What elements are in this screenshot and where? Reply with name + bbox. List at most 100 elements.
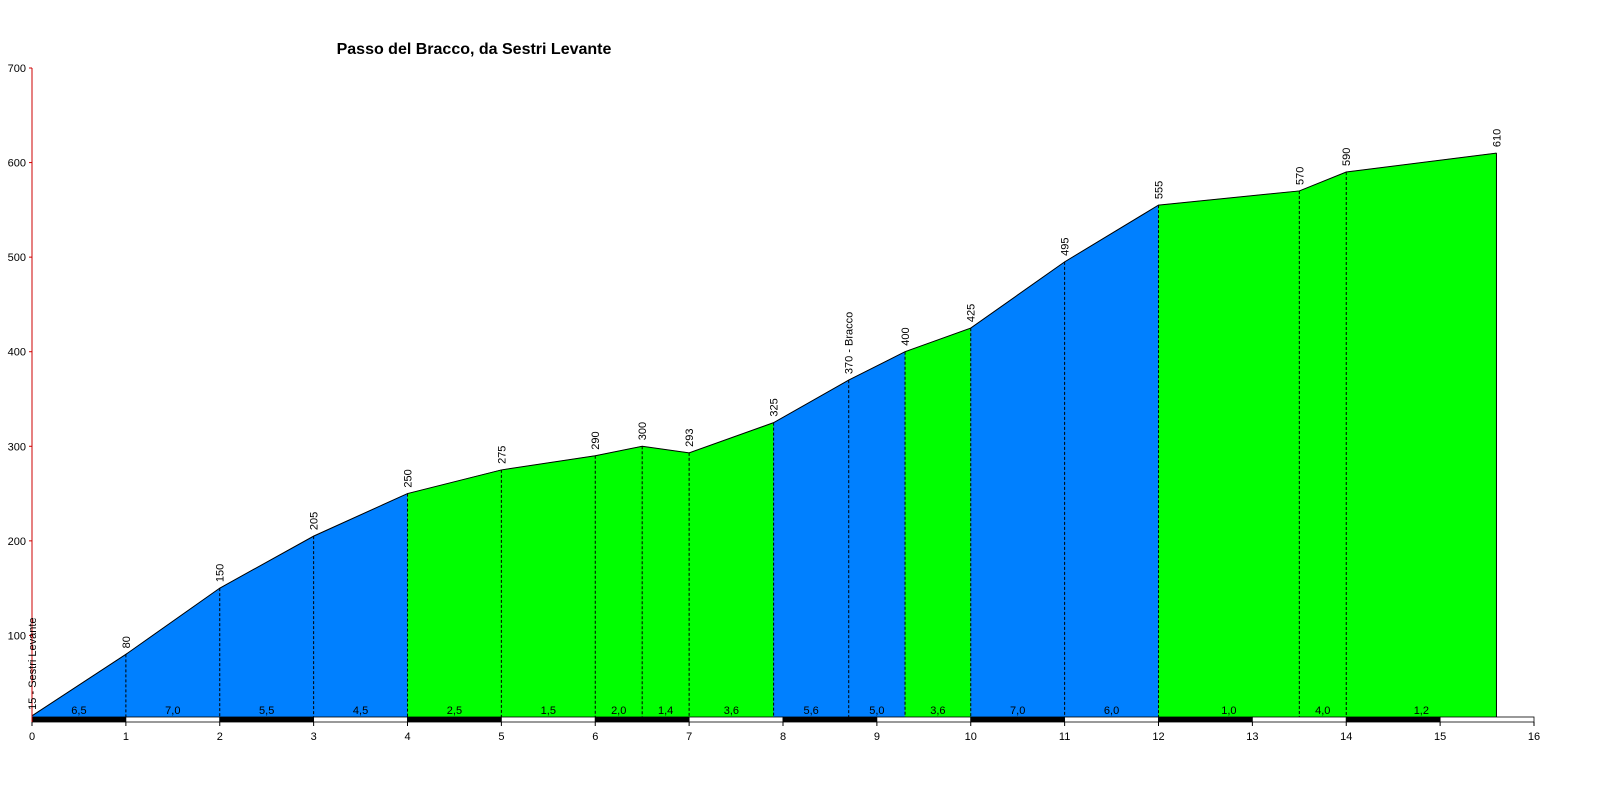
x-tick-label: 1 <box>123 731 129 743</box>
elevation-label: 610 <box>1491 129 1503 147</box>
ruler-block <box>594 716 690 723</box>
elevation-label: 150 <box>215 564 227 582</box>
x-tick-label: 16 <box>1528 731 1540 743</box>
elevation-label: 425 <box>966 304 978 322</box>
profile-area-segment <box>125 587 221 718</box>
profile-line <box>31 152 1497 717</box>
gradient-label: 7,0 <box>1010 705 1025 717</box>
elevation-label: 370 - Bracco <box>844 312 856 374</box>
profile-area-segment <box>641 445 690 718</box>
elevation-label: 325 <box>769 398 781 416</box>
gradient-label: 6,0 <box>1104 705 1119 717</box>
profile-area-segment <box>1158 190 1300 718</box>
x-tick-label: 11 <box>1059 731 1070 743</box>
profile-area-segment <box>1345 152 1497 718</box>
ruler-block <box>500 716 596 723</box>
x-tick-label: 5 <box>498 731 504 743</box>
gradient-label: 3,6 <box>724 705 739 717</box>
x-tick-label: 10 <box>965 731 977 743</box>
elevation-label: 570 <box>1294 167 1306 185</box>
ruler-block <box>219 716 315 723</box>
gradient-label: 1,5 <box>541 705 556 717</box>
ruler-block <box>31 716 127 723</box>
ruler-block <box>407 716 502 723</box>
ruler-block <box>125 716 221 723</box>
profile-fill-group <box>31 152 1497 718</box>
elevation-label: 15 - Sestri Levante <box>27 617 39 709</box>
profile-area-segment <box>1299 171 1347 718</box>
gradient-label: 5,5 <box>259 705 274 717</box>
gradient-label: 3,6 <box>930 705 945 717</box>
ruler-block <box>1064 716 1159 723</box>
gradient-label: 1,4 <box>658 705 673 717</box>
ruler-block <box>313 716 408 723</box>
x-tick-label: 4 <box>404 731 410 743</box>
profile-area-segment <box>407 469 502 718</box>
x-tick-label: 14 <box>1340 731 1352 743</box>
y-tick-label: 100 <box>8 630 26 642</box>
elevation-label: 80 <box>121 636 133 648</box>
gradient-label: 7,0 <box>165 705 180 717</box>
y-tick-label: 200 <box>8 536 26 548</box>
distance-ruler <box>31 716 1535 723</box>
y-tick-label: 600 <box>8 158 26 170</box>
gradient-label: 4,5 <box>353 705 368 717</box>
profile-area-segment <box>219 535 314 718</box>
elevation-label: 290 <box>590 431 602 449</box>
x-tick-label: 12 <box>1152 731 1164 743</box>
x-tick-label: 15 <box>1434 731 1446 743</box>
x-tick-label: 7 <box>686 731 692 743</box>
ruler-block <box>688 716 784 723</box>
profile-line-group <box>31 152 1497 717</box>
profile-area-segment <box>970 261 1065 718</box>
profile-area-segment <box>773 379 850 718</box>
y-tick-label: 700 <box>8 63 26 75</box>
y-tick-label: 300 <box>8 441 26 453</box>
gradient-label: 5,0 <box>869 705 884 717</box>
x-tick-label: 6 <box>592 731 598 743</box>
elevation-label: 300 <box>637 422 649 440</box>
elevation-label: 555 <box>1154 181 1166 199</box>
gradient-label: 6,5 <box>71 705 86 717</box>
gradient-label: 2,5 <box>447 705 462 717</box>
elevation-labels-group: 15 - Sestri Levante 80 150 205 250 275 290 300 2… <box>27 129 1503 710</box>
elevation-label: 590 <box>1341 148 1353 166</box>
gradient-label: 4,0 <box>1315 705 1330 717</box>
x-tick-label: 8 <box>780 731 786 743</box>
x-tick-label: 0 <box>29 731 35 743</box>
elevation-label: 250 <box>403 469 415 487</box>
elevation-label: 275 <box>496 446 508 464</box>
y-tick-label: 500 <box>8 252 26 264</box>
ruler-block <box>1158 716 1253 723</box>
profile-area-segment <box>313 493 408 718</box>
elevation-label: 400 <box>900 327 912 345</box>
elevation-label: 495 <box>1060 238 1072 256</box>
ruler-block <box>1345 716 1441 723</box>
ruler-block <box>876 716 972 723</box>
ruler-block <box>1439 716 1535 723</box>
y-tick-label: 400 <box>8 347 26 359</box>
x-tick-label: 2 <box>217 731 223 743</box>
gradient-label: 5,6 <box>804 705 819 717</box>
gradient-labels-group: 6,5 7,0 5,5 4,5 2,5 1,5 2,0 1,4 3,6 5,6 5,0 3,6 7,0 6… <box>71 705 1429 717</box>
ruler-block <box>970 716 1066 723</box>
profile-area-segment <box>848 351 906 718</box>
x-tick-label: 9 <box>874 731 880 743</box>
ruler-block <box>782 716 878 723</box>
ruler-block <box>1251 716 1347 723</box>
x-tick-label: 3 <box>311 731 317 743</box>
dashed-markers-group <box>125 153 1497 717</box>
profile-area-segment <box>501 455 596 718</box>
gradient-label: 2,0 <box>611 705 626 717</box>
chart-title: Passo del Bracco, da Sestri Levante <box>337 41 612 58</box>
profile-area-segment <box>1064 204 1159 718</box>
profile-area-segment <box>688 422 774 718</box>
elevation-label: 293 <box>684 429 696 447</box>
gradient-label: 1,2 <box>1414 705 1429 717</box>
profile-area-segment <box>594 445 643 718</box>
x-tick-label: 13 <box>1246 731 1258 743</box>
elevation-label: 205 <box>309 512 321 530</box>
gradient-label: 1,0 <box>1221 705 1236 717</box>
